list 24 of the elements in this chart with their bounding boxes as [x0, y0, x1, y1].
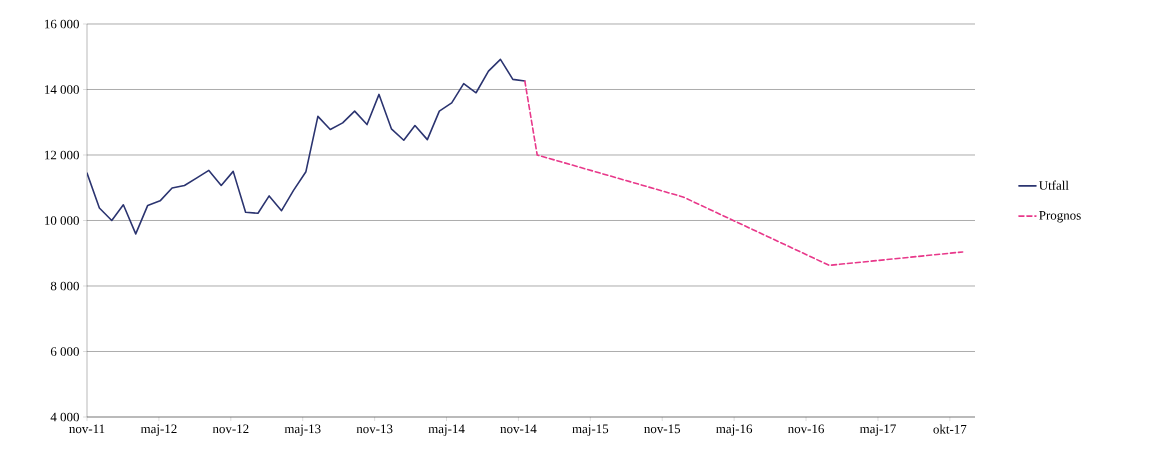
- y-tick-label: 12 000: [45, 150, 79, 160]
- x-tick-label: nov-15: [644, 424, 681, 434]
- x-tick-label: maj-13: [284, 424, 321, 436]
- x-tick-label: nov-16: [787, 424, 824, 434]
- legend-label: Prognos: [1039, 211, 1081, 223]
- x-tick-label: maj-17: [859, 424, 896, 436]
- x-tick-label: maj-15: [572, 424, 609, 436]
- x-tick-label: nov-12: [212, 424, 249, 434]
- y-tick-label: 14 000: [45, 85, 79, 94]
- line-series: [87, 58, 526, 235]
- y-tick-label: 4 000: [50, 412, 79, 422]
- x-tick-label: maj-12: [140, 424, 177, 436]
- y-tick-label: 10 000: [45, 216, 79, 225]
- y-tick-label: 8 000: [50, 281, 79, 291]
- line-series: [524, 80, 964, 267]
- y-tick-label: 16 000: [45, 19, 79, 29]
- legend-label: Utfall: [1039, 180, 1069, 190]
- x-tick-label: nov-13: [356, 424, 393, 434]
- x-tick-label: okt-17: [933, 424, 967, 434]
- y-tick-label: 6 000: [50, 347, 79, 356]
- x-tick-label: nov-14: [500, 424, 537, 434]
- x-tick-label: maj-14: [428, 424, 465, 436]
- x-tick-label: nov-11: [69, 424, 105, 434]
- x-tick-label: maj-16: [716, 424, 753, 436]
